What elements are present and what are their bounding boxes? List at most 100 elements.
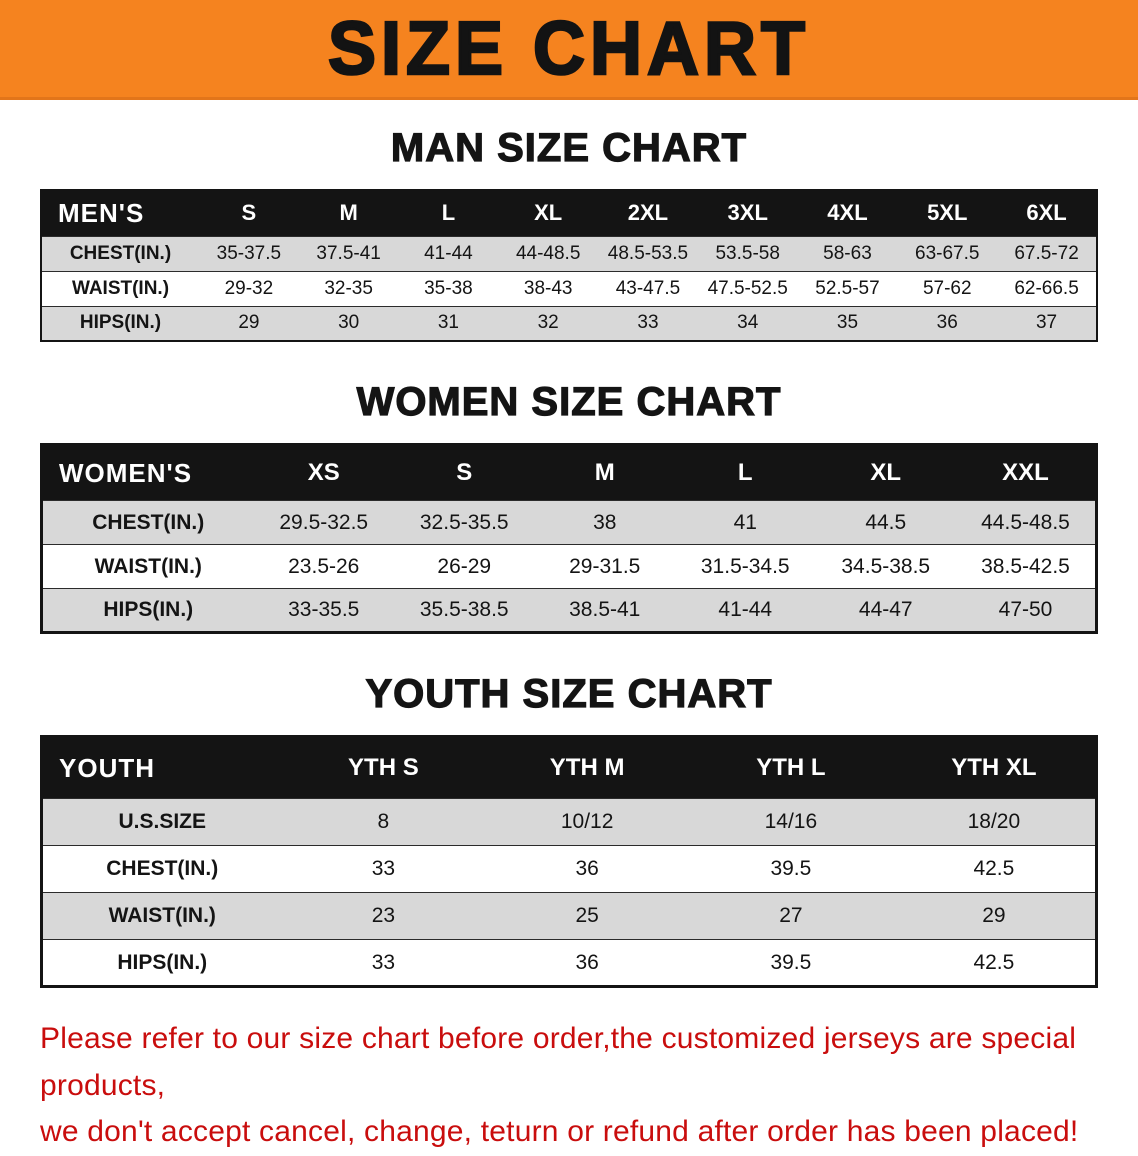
men-size-value: 30 <box>338 312 360 334</box>
men-size-value: 32-35 <box>324 277 373 299</box>
men-header-label: MEN'S <box>58 197 145 228</box>
youth-chart-heading: YOUTH SIZE CHART <box>365 671 773 716</box>
men-table-row-1: CHEST(IN.) 35-37.5 37.5-41 41-44 44-48.5 48.5… <box>41 236 1097 271</box>
women-size-value: 31.5-34.5 <box>700 554 790 578</box>
youth-row-label: WAIST(IN.) <box>108 904 216 927</box>
men-header-row: MEN'S S M L XL 2XL 3XL 4XL 5XL 6XL <box>41 190 1097 236</box>
women-column-header-6: XXL <box>1002 459 1049 486</box>
men-row-label: CHEST(IN.) <box>69 242 172 264</box>
page-title: SIZE CHART <box>327 5 810 92</box>
men-table-row-3: HIPS(IN.) 29 30 31 32 33 34 35 36 37 <box>41 306 1097 341</box>
women-size-value: 44-47 <box>858 598 913 621</box>
youth-size-value: 36 <box>575 950 599 974</box>
youth-size-value: 33 <box>371 857 396 880</box>
men-column-header-6: 3XL <box>727 200 768 226</box>
men-size-value: 38-43 <box>523 277 573 299</box>
women-table-row-3: HIPS(IN.) 33-35.5 35.5-38.5 38.5-41 41-44 44-… <box>41 588 1097 633</box>
youth-table-row-1: U.S.SIZE 8 10/12 14/16 18/20 <box>41 798 1097 846</box>
women-table-row-1: CHEST(IN.) 29.5-32.5 32.5-35.5 38 41 44.5 44.5… <box>41 500 1097 545</box>
youth-header-label: YOUTH <box>59 752 155 783</box>
men-column-header-5: 2XL <box>627 200 669 226</box>
men-size-value: 63-67.5 <box>915 242 980 264</box>
women-size-value: 44.5 <box>865 510 907 534</box>
note-line-2: we don't accept cancel, change, teturn o… <box>40 1115 1079 1148</box>
men-column-header-2: M <box>339 200 358 226</box>
youth-column-header-1: YTH S <box>348 754 419 781</box>
men-size-value: 34 <box>737 312 759 334</box>
youth-header-row: YOUTH YTH S YTH M YTH L YTH XL <box>41 736 1097 799</box>
men-size-value: 35-38 <box>424 277 473 299</box>
youth-size-chart-section: YOUTH SIZE CHART YOUTH YTH S YTH M YTH L YTH… <box>0 671 1138 988</box>
youth-table-header: YOUTH YTH S YTH M YTH L YTH XL <box>41 736 1097 799</box>
men-chart-heading: MAN SIZE CHART <box>390 125 748 170</box>
men-size-chart-section: MAN SIZE CHART MEN'S S M L XL 2XL 3XL 4XL 5XL 6XL… <box>0 125 1138 342</box>
women-size-value: 29.5-32.5 <box>279 510 369 534</box>
women-row-label: HIPS(IN.) <box>103 598 194 621</box>
youth-size-value: 39.5 <box>770 950 812 974</box>
women-header-row: WOMEN'S XS S M L XL XXL <box>41 444 1097 501</box>
men-size-value: 36 <box>936 312 958 334</box>
women-table-row-2: WAIST(IN.) 23.5-26 26-29 29-31.5 31.5-34.5 34… <box>41 544 1097 589</box>
women-size-value: 38.5-42.5 <box>981 554 1070 578</box>
women-size-value: 38 <box>593 510 617 534</box>
youth-size-value: 25 <box>575 904 599 927</box>
men-size-value: 37.5-41 <box>316 242 381 264</box>
youth-table-row-3: WAIST(IN.) 23 25 27 29 <box>41 892 1097 940</box>
banner: SIZE CHART <box>0 0 1138 100</box>
men-size-value: 33 <box>637 312 659 334</box>
women-row-label: CHEST(IN.) <box>92 510 205 534</box>
youth-size-value: 23 <box>371 904 396 927</box>
youth-column-header-2: YTH M <box>549 754 625 781</box>
women-size-value: 33-35.5 <box>288 598 360 621</box>
women-size-value: 47-50 <box>998 598 1053 621</box>
men-size-value: 43-47.5 <box>615 277 681 299</box>
women-column-header-1: XS <box>307 459 340 486</box>
women-column-header-4: L <box>737 459 753 486</box>
women-size-value: 35.5-38.5 <box>419 598 509 621</box>
youth-column-header-4: YTH XL <box>951 754 1037 781</box>
youth-size-value: 14/16 <box>764 810 818 833</box>
men-size-value: 67.5-72 <box>1014 242 1079 264</box>
youth-size-table: YOUTH YTH S YTH M YTH L YTH XL U.S.SIZE 8 10/1… <box>40 735 1098 988</box>
youth-size-value: 27 <box>779 904 803 927</box>
men-size-value: 53.5-58 <box>715 242 780 264</box>
youth-size-value: 42.5 <box>973 950 1015 974</box>
women-table-body: CHEST(IN.) 29.5-32.5 32.5-35.5 38 41 44.5 44.5… <box>41 500 1097 633</box>
men-size-value: 57-62 <box>922 277 972 299</box>
note-line-1: Please refer to our size chart before or… <box>40 1022 1077 1102</box>
youth-size-value: 36 <box>575 857 599 880</box>
youth-table-row-4: HIPS(IN.) 33 36 39.5 42.5 <box>41 939 1097 987</box>
men-column-header-7: 4XL <box>827 200 868 226</box>
men-size-value: 48.5-53.5 <box>607 242 689 264</box>
women-column-header-3: M <box>594 459 615 486</box>
women-size-value: 38.5-41 <box>569 598 641 621</box>
women-size-value: 41 <box>733 510 757 534</box>
youth-table-body: U.S.SIZE 8 10/12 14/16 18/20 CHEST(IN.) 33 36 39… <box>41 798 1097 987</box>
men-row-label: HIPS(IN.) <box>79 312 162 334</box>
youth-size-value: 8 <box>377 810 390 833</box>
youth-table-row-2: CHEST(IN.) 33 36 39.5 42.5 <box>41 845 1097 893</box>
men-size-value: 41-44 <box>424 242 473 264</box>
youth-size-value: 42.5 <box>973 857 1015 880</box>
youth-row-label: U.S.SIZE <box>118 810 207 833</box>
men-size-value: 32 <box>537 312 559 334</box>
women-header-label: WOMEN'S <box>59 457 193 488</box>
youth-size-value: 33 <box>371 950 396 974</box>
women-size-value: 44.5-48.5 <box>981 510 1070 534</box>
women-size-value: 26-29 <box>437 554 492 578</box>
men-size-value: 47.5-52.5 <box>707 277 788 299</box>
men-size-value: 35-37.5 <box>216 242 282 264</box>
men-size-value: 62-66.5 <box>1014 277 1079 299</box>
women-size-value: 34.5-38.5 <box>841 554 931 578</box>
youth-row-label: CHEST(IN.) <box>106 857 219 880</box>
women-size-value: 41-44 <box>718 598 773 621</box>
men-column-header-3: L <box>441 200 456 226</box>
men-column-header-1: S <box>241 200 257 226</box>
men-size-value: 35 <box>836 312 859 334</box>
men-size-value: 29-32 <box>224 277 274 299</box>
men-column-header-4: XL <box>534 200 563 226</box>
men-size-value: 37 <box>1035 312 1058 334</box>
men-table-body: CHEST(IN.) 35-37.5 37.5-41 41-44 44-48.5 48.5… <box>41 236 1097 341</box>
youth-row-label: HIPS(IN.) <box>117 950 208 974</box>
